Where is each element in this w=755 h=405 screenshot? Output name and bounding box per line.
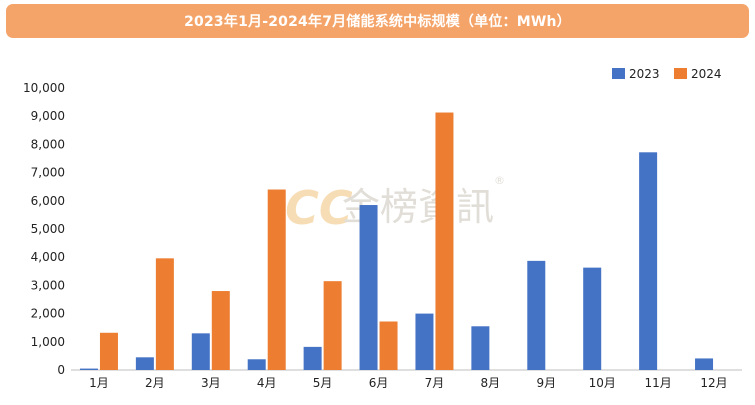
- bar-2023-8: [471, 326, 490, 370]
- y-tick-label: 1,000: [31, 335, 65, 349]
- x-tick-label: 3月: [201, 376, 221, 390]
- x-tick-label: 5月: [313, 376, 333, 390]
- bar-2023-1: [79, 368, 98, 370]
- x-tick-label: 10月: [589, 376, 616, 390]
- bar-2023-12: [695, 358, 714, 370]
- legend-swatch-2023: [612, 68, 625, 79]
- bar-2024-4: [267, 189, 286, 370]
- bar-2023-6: [359, 205, 378, 370]
- watermark-logo: ICC 金榜資訊 ®: [268, 174, 505, 235]
- x-tick-label: 4月: [257, 376, 277, 390]
- x-tick-label: 12月: [700, 376, 727, 390]
- y-tick-label: 7,000: [31, 166, 65, 180]
- y-tick-label: 8,000: [31, 137, 65, 151]
- bar-2024-3: [211, 291, 230, 370]
- legend-label-2023: 2023: [629, 67, 660, 81]
- x-tick-label: 9月: [536, 376, 556, 390]
- bar-2023-3: [191, 333, 210, 370]
- bar-2024-1: [99, 332, 118, 370]
- x-tick-label: 6月: [369, 376, 389, 390]
- x-tick-label: 2月: [145, 376, 165, 390]
- x-tick-label: 1月: [89, 376, 109, 390]
- chart-title-bar: 2023年1月-2024年7月储能系统中标规模（单位：MWh）: [6, 4, 749, 38]
- y-tick-label: 3,000: [31, 278, 65, 292]
- bar-2023-5: [303, 346, 322, 370]
- chart-title: 2023年1月-2024年7月储能系统中标规模（单位：MWh）: [184, 14, 571, 30]
- legend-swatch-2024: [674, 68, 687, 79]
- bar-2023-10: [583, 267, 602, 370]
- y-tick-label: 4,000: [31, 250, 65, 264]
- bar-2024-7: [435, 112, 454, 370]
- y-tick-label: 5,000: [31, 222, 65, 236]
- y-tick-label: 6,000: [31, 194, 65, 208]
- bar-2023-7: [415, 313, 434, 370]
- svg-text:®: ®: [494, 174, 505, 187]
- y-tick-label: 0: [57, 363, 65, 377]
- y-tick-label: 10,000: [23, 81, 65, 95]
- y-tick-label: 2,000: [31, 307, 65, 321]
- y-tick-label: 9,000: [31, 109, 65, 123]
- bar-2024-6: [379, 321, 398, 370]
- bar-2023-9: [527, 260, 546, 370]
- bar-2023-11: [639, 152, 658, 370]
- x-tick-label: 7月: [425, 376, 445, 390]
- bar-2023-4: [247, 359, 266, 370]
- x-tick-label: 8月: [481, 376, 501, 390]
- bar-2024-2: [155, 258, 174, 370]
- x-tick-label: 11月: [644, 376, 671, 390]
- bar-2023-2: [135, 357, 154, 370]
- bar-2024-5: [323, 281, 342, 370]
- legend-label-2024: 2024: [691, 67, 722, 81]
